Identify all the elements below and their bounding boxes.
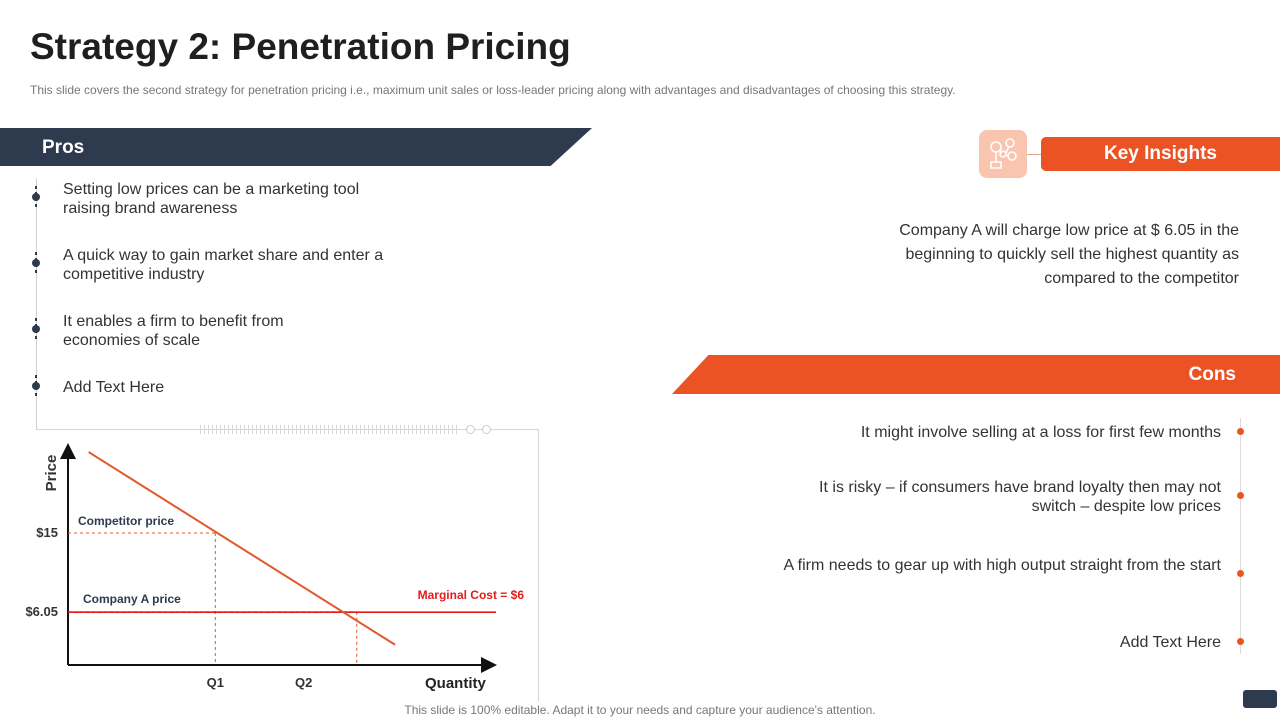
x-axis-label: Quantity <box>425 675 486 692</box>
y-tick-label: $15 <box>36 525 58 540</box>
decorative-ruler <box>200 425 460 434</box>
pros-frame-line <box>36 178 37 430</box>
pros-item: A quick way to gain market share and ent… <box>63 247 384 283</box>
pros-heading: Pros <box>42 137 85 158</box>
cons-bullet-dot <box>1237 492 1244 499</box>
brand-logo <box>1243 690 1277 708</box>
decorative-ring <box>482 425 491 434</box>
cons-item: A firm needs to gear up with high output… <box>783 557 1221 574</box>
cons-header-band <box>672 355 1280 394</box>
x-tick-label: Q2 <box>295 675 312 690</box>
cons-frame-line <box>1240 418 1241 654</box>
pros-header-band <box>0 128 592 166</box>
people-network-icon <box>979 130 1027 178</box>
pros-bullet-dot <box>32 382 40 390</box>
cons-item: It is risky – if consumers have brand lo… <box>819 479 1221 515</box>
cons-heading: Cons <box>1188 364 1237 385</box>
footer-note: This slide is 100% editable. Adapt it to… <box>404 703 876 717</box>
cons-item: It might involve selling at a loss for f… <box>860 424 1221 441</box>
pros-bullet-dot <box>32 325 40 333</box>
pros-item: It enables a firm to benefit from econom… <box>63 313 284 349</box>
key-insights-text: Company A will charge low price at $ 6.0… <box>899 222 1239 287</box>
demand-line <box>88 451 396 646</box>
pros-item: Setting low prices can be a marketing to… <box>63 181 360 217</box>
pros-bullet-dot <box>32 193 40 201</box>
cons-item: Add Text Here <box>1119 634 1221 651</box>
cons-bullet-dot <box>1237 428 1244 435</box>
price-quantity-chart: $15 $6.05 Q1 Q2 Price Quantity Marginal Cos… <box>25 443 525 692</box>
pros-bullet-dot <box>32 259 40 267</box>
key-insights-connector <box>1027 154 1041 155</box>
y-tick-label: $6.05 <box>25 604 58 619</box>
competitor-price-label: Competitor price <box>78 514 174 528</box>
marginal-cost-label: Marginal Cost = $6 <box>418 588 525 602</box>
pros-item: Add Text Here <box>63 379 165 396</box>
company-a-price-label: Company A price <box>83 592 181 606</box>
decorative-ring <box>466 425 475 434</box>
cons-bullet-dot <box>1237 638 1244 645</box>
x-tick-label: Q1 <box>207 675 224 690</box>
y-axis-label: Price <box>43 455 60 492</box>
page-subtitle: This slide covers the second strategy fo… <box>30 83 956 97</box>
cons-bullet-dot <box>1237 570 1244 577</box>
key-insights-heading: Key Insights <box>1104 143 1217 164</box>
key-insights-band <box>1041 137 1280 171</box>
chart-frame-right <box>538 429 539 701</box>
page-title: Strategy 2: Penetration Pricing <box>30 26 571 67</box>
